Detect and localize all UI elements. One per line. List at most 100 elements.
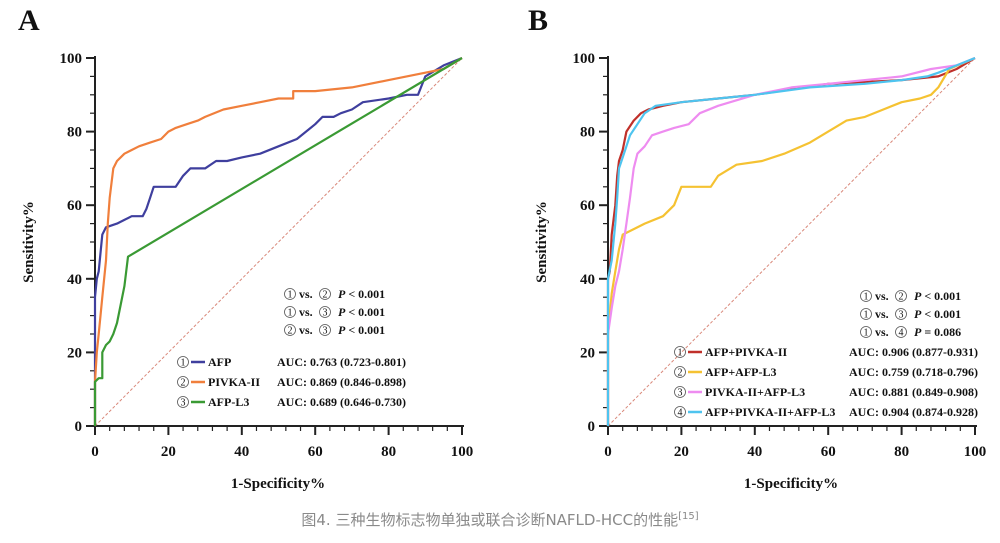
x-tick-label: 0 xyxy=(604,444,612,460)
legend-series-name: AFP+PIVKA-II xyxy=(705,345,787,359)
panel-b-letter: B xyxy=(528,4,548,37)
x-tick-label: 100 xyxy=(964,444,987,460)
svg-text:1: 1 xyxy=(864,292,869,303)
comparison-p-value: P = 0.086 xyxy=(914,325,961,339)
legend-item: 1 AFP AUC: 0.763 (0.723-0.801) xyxy=(177,355,406,369)
svg-text:1: 1 xyxy=(181,358,186,369)
svg-text:1: 1 xyxy=(288,290,293,301)
panel-a-x-axis-title: 1-Specificity% xyxy=(231,476,325,492)
roc-curve-pivka-ii-afp-l3 xyxy=(606,56,976,426)
svg-text:1: 1 xyxy=(864,310,869,321)
legend-item: 1 AFP+PIVKA-II AUC: 0.906 (0.877-0.931) xyxy=(674,345,978,359)
p-symbol: P xyxy=(338,305,346,319)
legend-auc-value: AUC: 0.904 (0.874-0.928) xyxy=(849,405,978,419)
p-value-text: < 0.001 xyxy=(345,323,385,337)
x-tick-label: 20 xyxy=(674,444,689,460)
svg-text:2: 2 xyxy=(288,326,293,337)
p-symbol: P xyxy=(914,307,922,321)
comparison-marker-b: 3 xyxy=(895,308,907,321)
comparison-marker-a: 2 xyxy=(284,324,296,337)
legend-number-marker: 3 xyxy=(177,396,189,409)
comparison-vs: vs. xyxy=(299,305,313,319)
comparison-row: 1 vs. 3 P < 0.001 xyxy=(860,307,961,321)
x-tick-label: 80 xyxy=(894,444,909,460)
legend-series-name: PIVKA-II+AFP-L3 xyxy=(705,385,805,399)
y-tick-label: 40 xyxy=(67,272,82,288)
comparison-p-value: P < 0.001 xyxy=(914,307,961,321)
comparison-p-value: P < 0.001 xyxy=(914,289,961,303)
x-tick-label: 40 xyxy=(234,444,249,460)
legend-series-name: AFP xyxy=(208,355,231,369)
y-tick-label: 20 xyxy=(580,345,595,361)
comparison-vs: vs. xyxy=(875,289,889,303)
y-tick-label: 0 xyxy=(75,419,83,435)
panel-a-axes: 0 20 40 60 80 100 0 20 40 60 80 100 xyxy=(60,51,474,460)
comparison-marker-a: 1 xyxy=(284,288,296,301)
svg-text:1: 1 xyxy=(864,328,869,339)
legend-series-name: AFP+AFP-L3 xyxy=(705,365,777,379)
legend-number-marker: 2 xyxy=(674,366,686,379)
y-tick-label: 40 xyxy=(580,272,595,288)
legend-series-name: PIVKA-II xyxy=(208,375,260,389)
y-tick-label: 60 xyxy=(67,198,82,214)
p-value-text: < 0.001 xyxy=(345,287,385,301)
comparison-marker-b: 2 xyxy=(895,290,907,303)
svg-text:2: 2 xyxy=(678,368,683,379)
reference-diagonal-line xyxy=(607,57,976,427)
comparison-row: 1 vs. 2 P < 0.001 xyxy=(860,289,961,303)
legend-number-marker: 1 xyxy=(674,346,686,359)
y-tick-label: 100 xyxy=(573,51,596,67)
panel-a-y-axis-title: Sensitivity% xyxy=(21,201,37,283)
legend-number-marker: 3 xyxy=(674,386,686,399)
comparison-vs: vs. xyxy=(299,323,313,337)
legend-number-marker: 2 xyxy=(177,376,189,389)
comparison-marker-b: 2 xyxy=(319,288,331,301)
svg-text:1: 1 xyxy=(288,308,293,319)
legend-auc-value: AUC: 0.881 (0.849-0.908) xyxy=(849,385,978,399)
legend-item: 2 AFP+AFP-L3 AUC: 0.759 (0.718-0.796) xyxy=(674,365,978,379)
comparison-row: 2 vs. 3 P < 0.001 xyxy=(284,323,385,337)
svg-text:3: 3 xyxy=(323,326,328,337)
legend-auc-value: AUC: 0.759 (0.718-0.796) xyxy=(849,365,978,379)
y-tick-label: 60 xyxy=(580,198,595,214)
svg-text:4: 4 xyxy=(899,328,904,339)
panel-a-curves xyxy=(93,56,463,427)
reference-diagonal-line xyxy=(94,57,463,427)
comparison-p-value: P < 0.001 xyxy=(338,323,385,337)
roc-curve-afp-afp-l3 xyxy=(606,56,976,426)
svg-text:3: 3 xyxy=(181,398,186,409)
comparison-vs: vs. xyxy=(875,325,889,339)
legend-number-marker: 1 xyxy=(177,356,189,369)
caption-reference: [15] xyxy=(678,511,699,522)
comparison-row: 1 vs. 3 P < 0.001 xyxy=(284,305,385,319)
p-value-text: < 0.001 xyxy=(345,305,385,319)
panel-b-axes: 0 20 40 60 80 100 0 20 40 60 80 100 xyxy=(573,51,987,460)
comparison-p-value: P < 0.001 xyxy=(338,287,385,301)
legend-series-name: AFP+PIVKA-II+AFP-L3 xyxy=(705,405,835,419)
roc-curve-pivka-ii xyxy=(93,57,463,426)
comparison-vs: vs. xyxy=(299,287,313,301)
svg-text:2: 2 xyxy=(899,292,904,303)
comparison-marker-b: 3 xyxy=(319,324,331,337)
comparison-marker-a: 1 xyxy=(284,306,296,319)
legend-item: 3 PIVKA-II+AFP-L3 AUC: 0.881 (0.849-0.908) xyxy=(674,385,978,399)
comparison-marker-b: 4 xyxy=(895,326,907,339)
p-value-text: < 0.001 xyxy=(921,289,961,303)
p-symbol: P xyxy=(338,287,346,301)
svg-text:4: 4 xyxy=(678,408,683,419)
svg-text:1: 1 xyxy=(678,348,683,359)
y-tick-label: 100 xyxy=(60,51,83,67)
y-tick-label: 80 xyxy=(67,125,82,141)
y-tick-label: 80 xyxy=(580,125,595,141)
panel-a-letter: A xyxy=(18,4,40,37)
roc-curve-afp-l3 xyxy=(93,57,463,426)
panel-b-y-axis-title: Sensitivity% xyxy=(534,201,550,283)
legend-auc-value: AUC: 0.763 (0.723-0.801) xyxy=(277,355,406,369)
p-value-text: = 0.086 xyxy=(921,325,961,339)
legend-item: 3 AFP-L3 AUC: 0.689 (0.646-0.730) xyxy=(177,395,406,409)
legend-auc-value: AUC: 0.869 (0.846-0.898) xyxy=(277,375,406,389)
comparison-row: 1 vs. 4 P = 0.086 xyxy=(860,325,961,339)
roc-curve-afp-pivka-ii xyxy=(606,57,976,426)
